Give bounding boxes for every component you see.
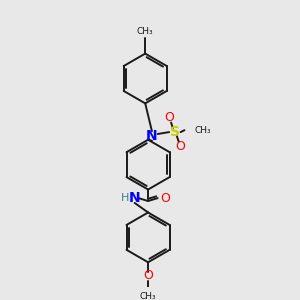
Text: O: O xyxy=(143,269,153,282)
Text: O: O xyxy=(176,140,186,153)
Text: S: S xyxy=(170,125,180,139)
Text: O: O xyxy=(160,192,170,205)
Text: CH₃: CH₃ xyxy=(140,292,156,300)
Text: CH₃: CH₃ xyxy=(195,126,211,135)
Text: N: N xyxy=(129,191,140,205)
Text: O: O xyxy=(164,111,174,124)
Text: H: H xyxy=(121,193,129,203)
Text: CH₃: CH₃ xyxy=(137,27,154,36)
Text: N: N xyxy=(146,129,158,143)
